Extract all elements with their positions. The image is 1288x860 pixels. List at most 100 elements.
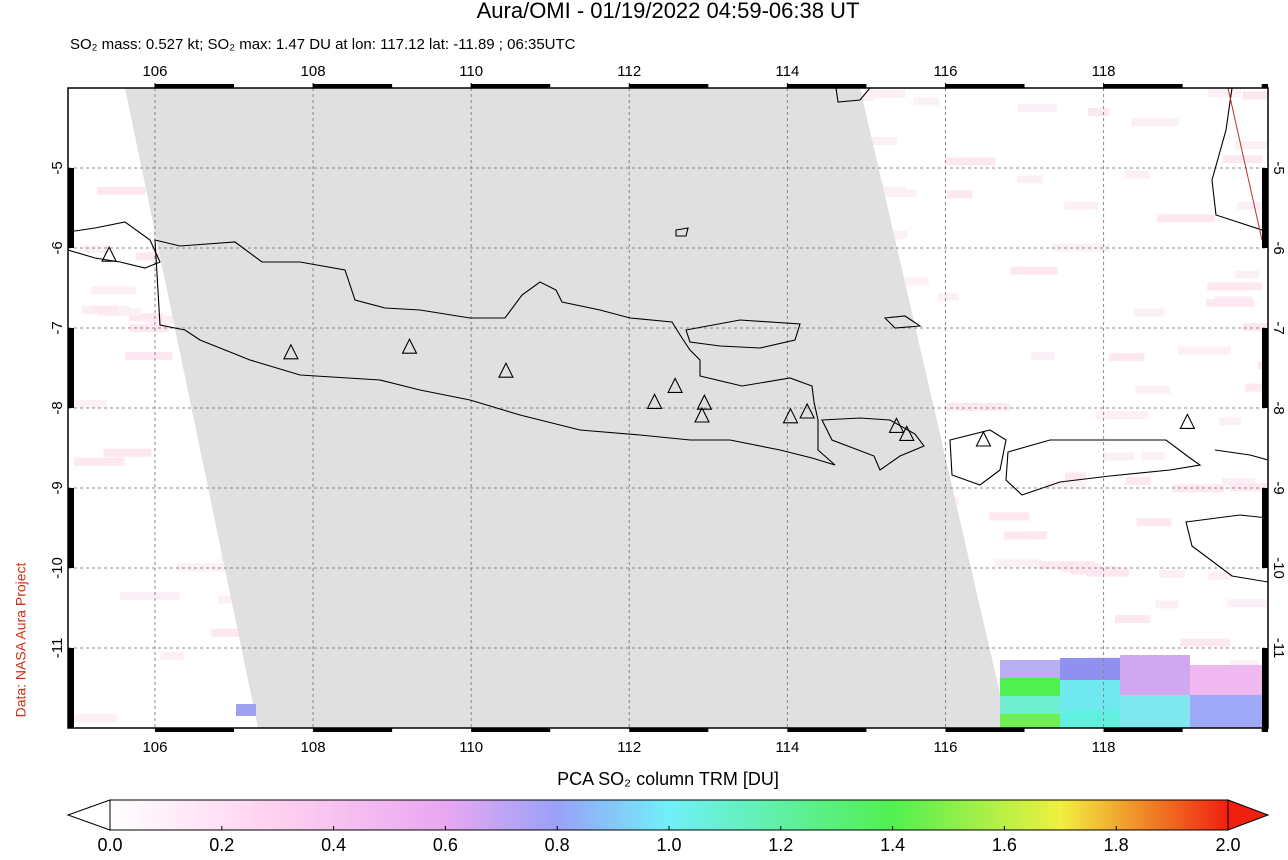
- coast: [835, 88, 871, 103]
- pixel: [1237, 201, 1263, 210]
- coast: [1005, 439, 1202, 496]
- colorbar-tick-label: 1.8: [1104, 835, 1129, 855]
- pixel: [1157, 214, 1215, 223]
- frame-bar: [629, 84, 709, 88]
- pixel: [1242, 323, 1268, 332]
- pixel: [125, 351, 173, 360]
- volcano: [782, 407, 799, 424]
- coast: [949, 429, 1007, 486]
- pixel: [103, 448, 152, 457]
- frame-bar: [68, 168, 74, 248]
- x-tick-label: 118: [1092, 63, 1116, 80]
- volcano: [888, 417, 905, 433]
- pixel: [994, 559, 1043, 568]
- volcano: [898, 425, 915, 441]
- pixel: [1052, 243, 1110, 252]
- pixel: [84, 245, 110, 254]
- x-tick-label: 106: [142, 63, 167, 80]
- frame-bar: [313, 728, 393, 732]
- pixel: [130, 324, 169, 333]
- pixel: [1177, 346, 1231, 355]
- pixel: [1245, 383, 1267, 392]
- pixel: [177, 563, 227, 572]
- pixel: [944, 157, 996, 166]
- colorbar-tick-label: 0.0: [97, 835, 122, 855]
- frame-bar: [154, 84, 235, 88]
- pixel: [211, 628, 264, 637]
- y-tick-label: -7: [49, 321, 66, 334]
- pixel: [1004, 531, 1033, 540]
- pixel: [1229, 659, 1259, 668]
- pixel: [1229, 483, 1268, 492]
- pixel: [1095, 411, 1148, 420]
- coast: [685, 319, 801, 349]
- orbit-edge: [1227, 88, 1263, 241]
- frame-bar: [313, 84, 393, 88]
- coast: [675, 227, 922, 329]
- pixel: [1234, 270, 1260, 279]
- pixel: [1180, 638, 1231, 647]
- x-tick-label: 106: [142, 739, 167, 756]
- pixel: [1219, 417, 1241, 426]
- x-tick-label: 108: [301, 739, 326, 756]
- y-tick-label: -11: [49, 638, 66, 659]
- coast: [1211, 88, 1268, 233]
- volcano: [498, 361, 514, 378]
- pixel: [236, 704, 256, 716]
- pixel: [1234, 141, 1268, 150]
- x-tick-label: 110: [459, 63, 483, 80]
- coastlines: [68, 88, 1268, 583]
- pixel: [856, 137, 897, 146]
- volcano: [667, 377, 684, 393]
- pixel: [937, 292, 960, 301]
- pixel: [1016, 175, 1044, 184]
- pixel: [866, 89, 906, 98]
- frame-bar: [945, 84, 1025, 88]
- y-tick-label: -10: [1270, 557, 1287, 579]
- pixel: [1136, 518, 1172, 527]
- pixel: [1108, 353, 1145, 362]
- frame-bar: [68, 648, 74, 728]
- pixel: [1222, 155, 1263, 164]
- high-values: [236, 655, 1268, 728]
- frame-bar: [787, 728, 867, 732]
- pixel: [853, 92, 875, 101]
- frame-bar: [1261, 84, 1268, 88]
- graticule: [68, 88, 1268, 728]
- colorbar-tick-label: 1.0: [656, 835, 681, 855]
- volcano: [401, 337, 418, 354]
- pixel: [1038, 561, 1096, 570]
- pixel: [1000, 678, 1060, 696]
- frame-bar: [1262, 328, 1268, 408]
- pixel: [1120, 695, 1190, 728]
- axes: 106 106 108 108 110 110 112 112 114 114 116 116 118 1…: [49, 63, 1287, 756]
- y-tick-label: -7: [1270, 321, 1287, 334]
- pixel: [1114, 615, 1151, 624]
- colorbar-tick-label: 1.2: [768, 835, 793, 855]
- frame-bar: [1262, 648, 1268, 728]
- x-tick-label: 112: [617, 63, 641, 80]
- pixel: [951, 402, 1010, 411]
- pixel: [947, 190, 973, 199]
- colorbar-label: PCA SO₂ column TRM [DU]: [557, 769, 779, 789]
- pixel: [1125, 170, 1150, 179]
- title: Aura/OMI - 01/19/2022 04:59-06:38 UT: [477, 0, 860, 23]
- pixel: [91, 286, 136, 295]
- frame-bar: [1262, 488, 1268, 568]
- frame-bar: [471, 84, 551, 88]
- frame-bar: [68, 488, 74, 568]
- pixel: [1031, 351, 1055, 360]
- pixel: [1017, 103, 1057, 112]
- colorbar-tick-label: 0.4: [321, 835, 346, 855]
- colorbar-under: [66, 799, 111, 831]
- frame-bar: [945, 728, 1025, 732]
- x-tick-label: 118: [1092, 739, 1116, 756]
- x-tick-label: 110: [459, 739, 483, 756]
- pixel: [1140, 451, 1165, 460]
- volcanoes: [101, 245, 1196, 447]
- colorbar-tick-label: 0.6: [433, 835, 458, 855]
- pixel: [119, 591, 180, 600]
- pixel: [1208, 571, 1233, 580]
- pixel: [97, 186, 146, 195]
- pixel: [1207, 282, 1263, 291]
